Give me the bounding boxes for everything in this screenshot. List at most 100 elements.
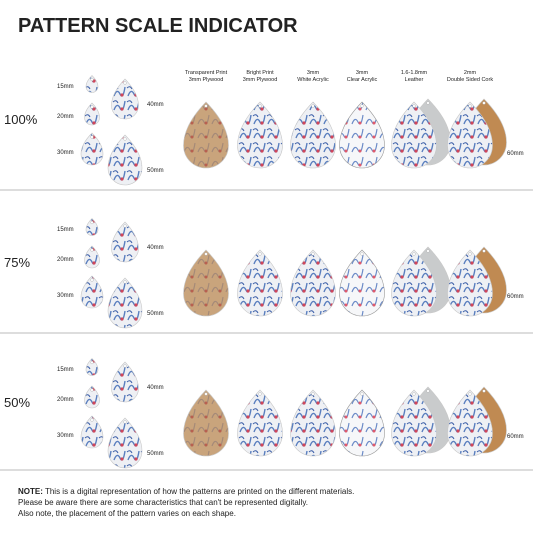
hole: [311, 104, 315, 108]
hole: [412, 392, 416, 396]
size-label: 15mm: [57, 227, 74, 233]
hole: [123, 364, 127, 368]
teardrop: [107, 134, 143, 186]
teardrop: [107, 417, 143, 469]
material-label: 3mm: [307, 70, 320, 76]
teardrop: [290, 389, 336, 457]
teardrop: [107, 277, 143, 329]
hole: [90, 135, 94, 139]
teardrop: [85, 75, 99, 93]
hole: [123, 81, 127, 85]
teardrop: [391, 389, 437, 457]
teardrop: [85, 358, 99, 376]
hole: [482, 249, 486, 253]
note-label: NOTE:: [18, 487, 43, 496]
hole: [123, 224, 127, 228]
teardrop: [183, 389, 229, 457]
title: PATTERN SCALE INDICATOR: [18, 15, 298, 37]
note-line: This is a digital representation of how …: [43, 487, 354, 496]
size-label: 20mm: [57, 397, 74, 403]
material-label: 1.6-1.8mm: [401, 70, 428, 76]
hole: [204, 104, 208, 108]
hole: [90, 388, 94, 392]
size-label: 30mm: [57, 433, 74, 439]
size-label: 50mm: [147, 451, 164, 457]
hole: [123, 137, 127, 141]
teardrop: [237, 249, 283, 317]
size-label: 40mm: [147, 102, 164, 108]
teardrop: [290, 249, 336, 317]
hole: [90, 105, 94, 109]
note-line: Please be aware there are some character…: [18, 498, 308, 507]
hole: [258, 392, 262, 396]
material-label: Bright Print: [246, 70, 274, 76]
size-label: 40mm: [147, 385, 164, 391]
hole: [311, 392, 315, 396]
hole: [482, 101, 486, 105]
hole: [468, 392, 472, 396]
material-label: 2mm: [464, 70, 477, 76]
size-label: 60mm: [507, 294, 524, 300]
material-label: 3mm Plywood: [189, 77, 224, 83]
scale-label: 75%: [4, 255, 30, 270]
teardrop: [80, 132, 104, 166]
size-label: 15mm: [57, 367, 74, 373]
size-label: 30mm: [57, 150, 74, 156]
teardrop: [391, 101, 437, 169]
teardrop: [84, 385, 100, 409]
hole: [412, 252, 416, 256]
size-label: 60mm: [507, 151, 524, 157]
teardrop: [447, 249, 493, 317]
teardrop: [339, 389, 385, 457]
material-label: 3mm: [356, 70, 369, 76]
hole: [258, 104, 262, 108]
hole: [468, 252, 472, 256]
size-label: 60mm: [507, 434, 524, 440]
teardrop: [111, 221, 139, 263]
teardrop: [111, 78, 139, 120]
teardrop: [80, 415, 104, 449]
hole: [204, 392, 208, 396]
hole: [90, 220, 94, 225]
teardrop: [391, 249, 437, 317]
teardrop: [183, 249, 229, 317]
hole: [90, 77, 94, 82]
hole: [360, 252, 364, 256]
size-label: 20mm: [57, 114, 74, 120]
size-label: 30mm: [57, 293, 74, 299]
hole: [90, 248, 94, 252]
material-label: White Acrylic: [297, 77, 329, 83]
teardrop: [183, 101, 229, 169]
hole: [360, 392, 364, 396]
teardrop: [447, 389, 493, 457]
hole: [123, 280, 127, 284]
hole: [412, 104, 416, 108]
hole: [426, 389, 430, 393]
teardrop: [447, 101, 493, 169]
hole: [90, 418, 94, 422]
hole: [123, 420, 127, 424]
size-label: 50mm: [147, 168, 164, 174]
material-label: Clear Acrylic: [347, 77, 378, 83]
hole: [360, 104, 364, 108]
hole: [482, 389, 486, 393]
size-label: 15mm: [57, 84, 74, 90]
teardrop: [80, 275, 104, 309]
teardrop: [237, 389, 283, 457]
size-label: 50mm: [147, 311, 164, 317]
teardrop: [84, 102, 100, 126]
teardrop: [237, 101, 283, 169]
teardrop: [339, 249, 385, 317]
hole: [258, 252, 262, 256]
material-label: 3mm Plywood: [243, 77, 278, 83]
size-label: 20mm: [57, 257, 74, 263]
hole: [90, 278, 94, 282]
teardrop: [111, 361, 139, 403]
material-label: Leather: [405, 77, 424, 83]
hole: [468, 104, 472, 108]
note: NOTE: This is a digital representation o…: [18, 487, 354, 496]
scale-label: 100%: [4, 112, 38, 127]
hole: [426, 101, 430, 105]
